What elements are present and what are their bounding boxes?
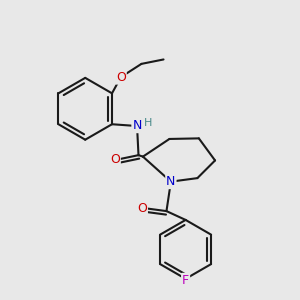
Text: F: F <box>182 274 189 287</box>
Text: N: N <box>132 119 142 132</box>
Text: H: H <box>144 118 152 128</box>
Text: N: N <box>166 175 176 188</box>
Text: O: O <box>137 202 147 215</box>
Text: O: O <box>116 70 126 84</box>
Text: O: O <box>110 153 120 166</box>
